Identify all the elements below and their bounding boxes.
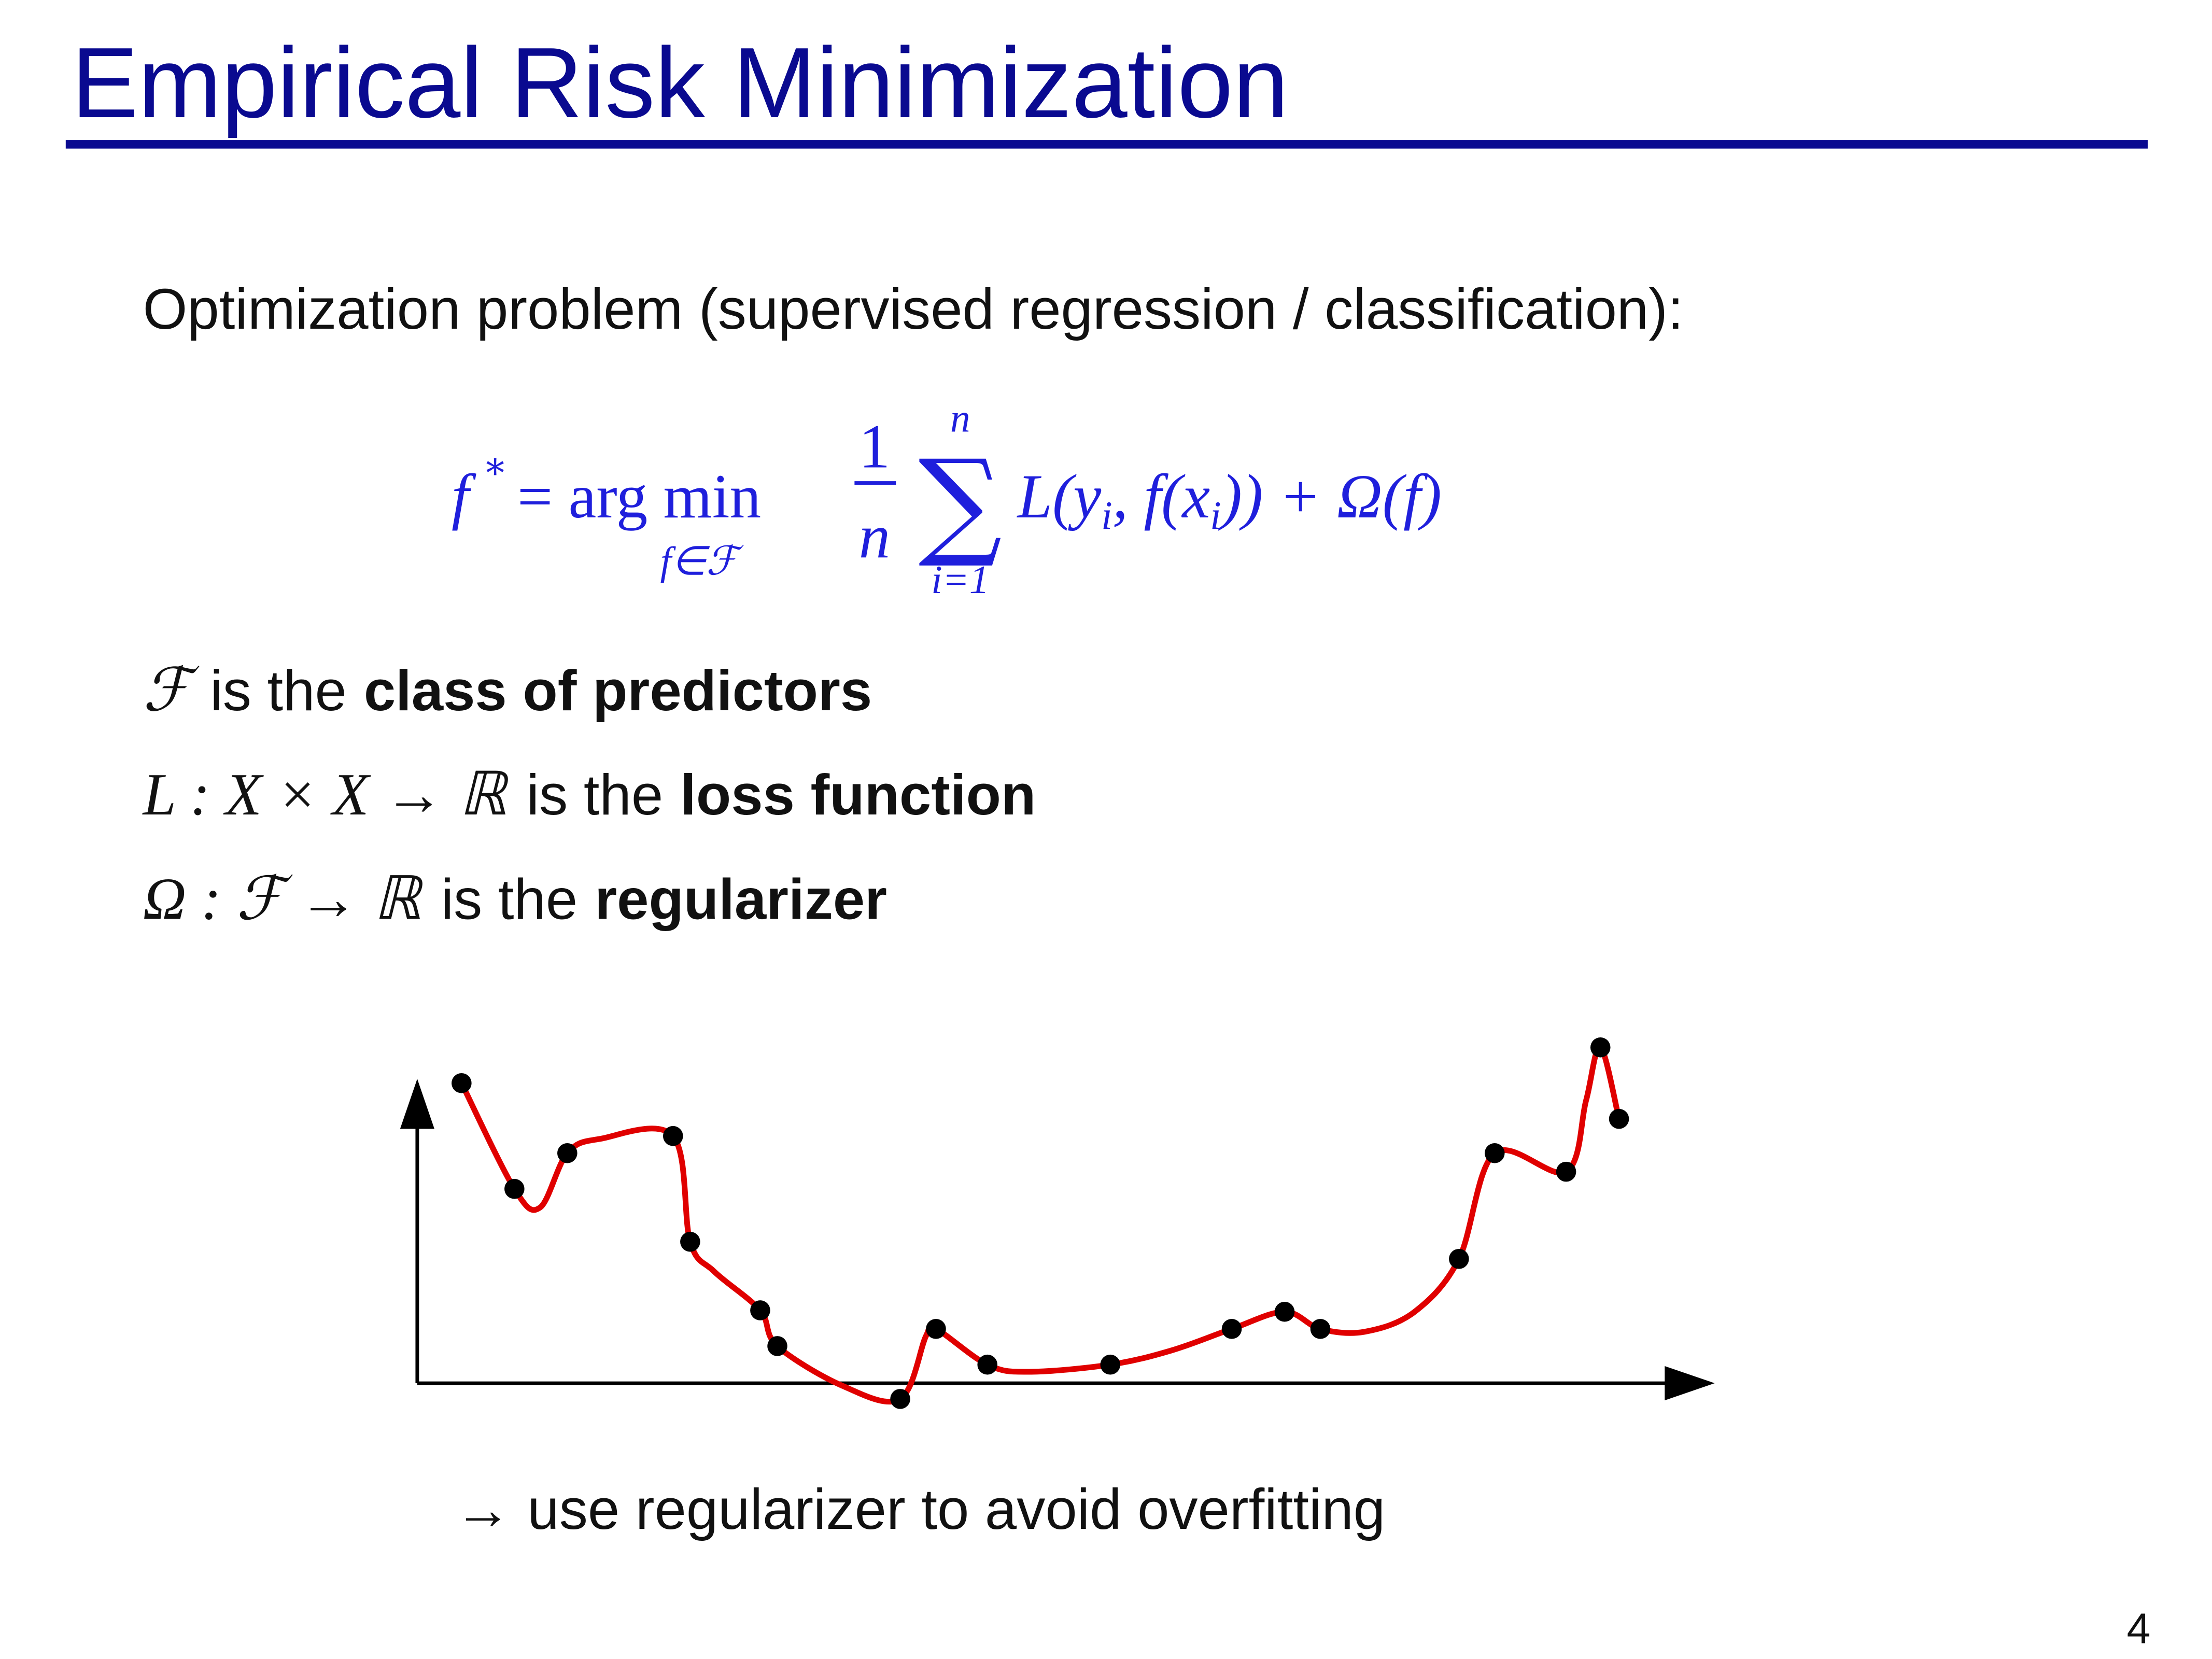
definition-term: regularizer xyxy=(595,867,887,931)
definition-line: Ω : ℱ → ℝ is the regularizer xyxy=(143,866,887,932)
loss-subscript: i xyxy=(1210,493,1221,538)
definition-math: Ω : ℱ → ℝ xyxy=(143,866,424,932)
page-number: 4 xyxy=(2126,1605,2150,1653)
y-arrow xyxy=(400,1078,434,1129)
loss-subscript: i xyxy=(1101,493,1112,538)
sample-point xyxy=(926,1319,946,1339)
sample-point xyxy=(1609,1108,1629,1129)
fraction-denominator: n xyxy=(859,502,891,571)
sample-point xyxy=(977,1354,998,1375)
definition-text: is the xyxy=(441,867,578,931)
sum-symbol: ∑ xyxy=(919,434,1002,571)
sample-point xyxy=(890,1389,910,1409)
sample-point xyxy=(767,1336,787,1356)
sample-point xyxy=(1310,1319,1331,1339)
definition-term: class of predictors xyxy=(364,659,872,723)
sample-point xyxy=(1556,1161,1576,1182)
formula-under: f∈ℱ xyxy=(660,539,744,583)
definition-math: L : X × X → ℝ xyxy=(142,762,510,828)
sample-point xyxy=(1221,1319,1242,1339)
sample-points xyxy=(452,1037,1629,1409)
sample-point xyxy=(1590,1037,1611,1058)
loss-part: L(y xyxy=(1017,462,1102,531)
sample-point xyxy=(1484,1143,1505,1163)
fit-curve xyxy=(459,1044,1622,1405)
sample-point xyxy=(1100,1354,1121,1375)
slide-title: Empirical Risk Minimization xyxy=(72,26,1289,138)
sample-point xyxy=(1274,1301,1295,1322)
sample-point xyxy=(504,1178,525,1199)
definition-text: is the xyxy=(527,763,664,827)
definition-term: loss function xyxy=(680,763,1036,827)
sample-point xyxy=(1449,1248,1469,1269)
caption: → use regularizer to avoid overfitting xyxy=(455,1478,1386,1541)
sum-top: n xyxy=(950,396,970,440)
formula-star: * xyxy=(486,451,504,495)
loss-expression: L(yi, f(xi)) + Ω(f) xyxy=(1017,462,1442,538)
sample-point xyxy=(750,1300,770,1320)
sample-point xyxy=(557,1143,577,1163)
intro-text: Optimization problem (supervised regress… xyxy=(143,277,1684,341)
sum-bottom: i=1 xyxy=(931,557,989,602)
loss-part: , f(x xyxy=(1112,462,1210,531)
definition-text: is the xyxy=(210,659,347,723)
figure xyxy=(400,1037,1715,1409)
x-arrow xyxy=(1665,1366,1715,1401)
definition-line: L : X × X → ℝ is the loss function xyxy=(142,762,1036,828)
sample-point xyxy=(663,1126,683,1146)
fraction-numerator: 1 xyxy=(859,412,891,481)
sample-point xyxy=(680,1231,700,1252)
formula-argmin: = arg min xyxy=(517,462,761,531)
sample-point xyxy=(452,1073,472,1093)
formula: f * = arg min f∈ℱ 1 n ∑ n i=1 L(yi, f(xi… xyxy=(452,396,1442,601)
loss-part: )) + Ω(f) xyxy=(1218,462,1442,531)
